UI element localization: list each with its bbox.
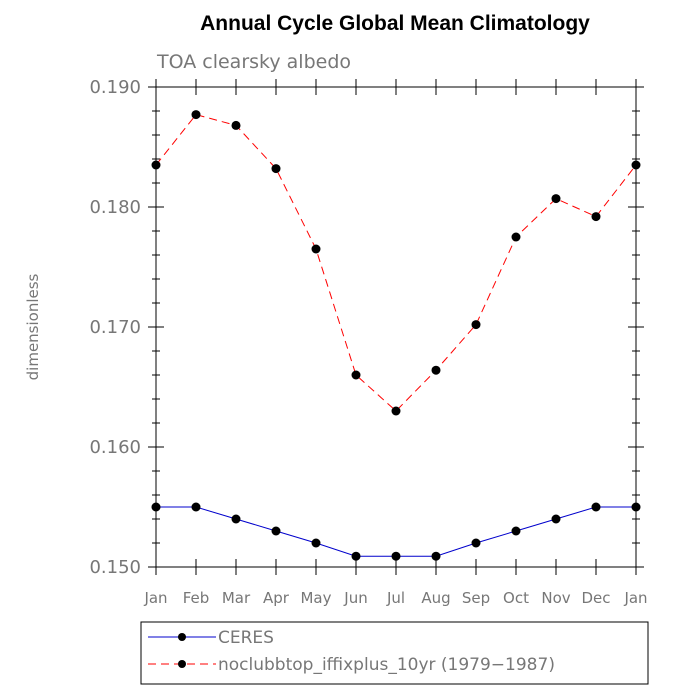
x-tick-label: Dec [581,589,610,607]
data-point [151,502,161,512]
legend-marker-ceres [178,633,186,641]
data-point [231,120,241,130]
y-tick-label: 0.170 [89,317,141,338]
x-tick-labels: Jan Feb Mar Apr May Jun Jul Aug Sep Oct Nov Dec Jan [143,589,647,607]
data-point [191,110,201,120]
data-point [551,514,561,524]
y-axis-label: dimensionless [24,273,42,380]
data-point [631,502,641,512]
series-layer [151,110,641,561]
legend-box [140,621,649,685]
chart-title: Annual Cycle Global Mean Climatology [200,12,590,35]
y-tick-label: 0.180 [89,197,141,218]
legend-label-ceres: CERES [218,628,274,648]
data-point [271,164,281,174]
y-tick-labels: 0.150 0.160 0.170 0.180 0.190 [89,77,141,578]
data-point [271,526,281,536]
x-tick-label: May [300,589,331,607]
data-point [311,538,321,548]
data-point [351,551,361,561]
data-point [551,194,561,204]
y-tick-label: 0.160 [89,437,141,458]
data-point [631,160,641,170]
y-tick-label: 0.150 [89,557,141,578]
data-point [191,502,201,512]
data-point [231,514,241,524]
series-0 [151,502,641,561]
legend: CERES noclubbtop_iffixplus_10yr (1979−19… [140,621,649,685]
series-line [156,506,636,557]
y-tick-label: 0.190 [89,77,141,98]
data-point [151,160,161,170]
legend-marker-model [178,660,186,668]
x-tick-label: Sep [462,589,490,607]
x-tick-label: Feb [183,589,210,607]
chart-subtitle: TOA clearsky albedo [156,51,351,73]
axis-ticks [148,79,644,575]
x-tick-label: Jul [386,589,405,607]
x-tick-label: Mar [222,589,251,607]
x-tick-label: Aug [421,589,450,607]
data-point [391,551,401,561]
x-tick-label: Jun [343,589,367,607]
data-point [351,370,361,380]
data-point [471,538,481,548]
data-point [511,232,521,242]
data-point [591,212,601,222]
x-tick-label: Nov [541,589,570,607]
data-point [431,551,441,561]
data-point [511,526,521,536]
data-point [471,320,481,330]
data-point [431,365,441,375]
x-tick-label: Oct [503,589,529,607]
x-tick-label: Jan [623,589,647,607]
data-point [311,244,321,254]
data-point [391,406,401,416]
series-line [155,114,637,412]
plot-frame [155,86,637,568]
x-tick-label: Jan [143,589,167,607]
x-tick-label: Apr [263,589,290,607]
series-1 [151,110,641,416]
data-point [591,502,601,512]
legend-label-model: noclubbtop_iffixplus_10yr (1979−1987) [218,655,555,675]
